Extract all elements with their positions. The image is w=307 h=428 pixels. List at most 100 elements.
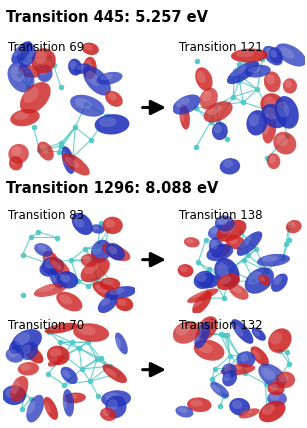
Ellipse shape	[8, 144, 29, 163]
Ellipse shape	[76, 65, 85, 70]
Ellipse shape	[92, 281, 118, 300]
Ellipse shape	[220, 223, 235, 234]
Ellipse shape	[26, 400, 36, 414]
Ellipse shape	[202, 90, 211, 101]
Ellipse shape	[105, 392, 120, 401]
Ellipse shape	[249, 114, 259, 127]
Ellipse shape	[81, 254, 98, 267]
Ellipse shape	[241, 410, 252, 415]
Ellipse shape	[65, 157, 79, 168]
Ellipse shape	[184, 237, 200, 247]
Ellipse shape	[108, 92, 117, 100]
Ellipse shape	[92, 244, 103, 255]
Ellipse shape	[237, 351, 255, 368]
Ellipse shape	[212, 244, 230, 259]
Ellipse shape	[252, 350, 261, 360]
Text: Transition 132: Transition 132	[179, 319, 262, 332]
Ellipse shape	[8, 349, 17, 357]
Ellipse shape	[14, 111, 29, 120]
Ellipse shape	[105, 368, 117, 377]
Ellipse shape	[102, 409, 111, 416]
Ellipse shape	[208, 224, 230, 240]
Ellipse shape	[206, 244, 233, 261]
Ellipse shape	[285, 80, 292, 88]
Ellipse shape	[84, 262, 98, 274]
Ellipse shape	[101, 390, 131, 407]
Ellipse shape	[24, 346, 43, 363]
Ellipse shape	[252, 327, 266, 341]
Ellipse shape	[15, 333, 30, 345]
Ellipse shape	[214, 125, 222, 134]
Ellipse shape	[248, 271, 262, 285]
Ellipse shape	[103, 217, 123, 234]
Ellipse shape	[227, 61, 259, 84]
Ellipse shape	[23, 87, 39, 103]
Ellipse shape	[18, 362, 39, 375]
Ellipse shape	[21, 342, 38, 360]
Ellipse shape	[222, 370, 237, 386]
Ellipse shape	[44, 397, 58, 420]
Ellipse shape	[108, 246, 117, 255]
Ellipse shape	[262, 115, 276, 143]
Ellipse shape	[10, 343, 16, 350]
Ellipse shape	[224, 365, 231, 373]
Ellipse shape	[215, 215, 235, 232]
Ellipse shape	[44, 401, 51, 413]
Ellipse shape	[237, 231, 262, 256]
Ellipse shape	[239, 408, 259, 419]
Ellipse shape	[269, 155, 275, 163]
Ellipse shape	[21, 66, 32, 73]
Ellipse shape	[80, 258, 110, 282]
Ellipse shape	[270, 50, 277, 58]
Ellipse shape	[38, 285, 55, 292]
Ellipse shape	[39, 67, 47, 76]
Ellipse shape	[59, 295, 72, 305]
Ellipse shape	[84, 44, 92, 51]
Ellipse shape	[194, 339, 224, 361]
Ellipse shape	[220, 276, 231, 284]
Ellipse shape	[178, 264, 193, 277]
Ellipse shape	[179, 109, 185, 122]
Ellipse shape	[83, 57, 97, 79]
Ellipse shape	[196, 273, 218, 288]
Ellipse shape	[207, 104, 222, 115]
Ellipse shape	[268, 328, 292, 353]
Ellipse shape	[51, 261, 62, 270]
Ellipse shape	[258, 275, 270, 285]
Ellipse shape	[102, 244, 130, 261]
Ellipse shape	[211, 240, 218, 250]
Ellipse shape	[277, 101, 289, 118]
Text: Transition 70: Transition 70	[8, 319, 84, 332]
Ellipse shape	[251, 346, 269, 366]
Ellipse shape	[60, 367, 78, 384]
Ellipse shape	[91, 240, 111, 263]
Ellipse shape	[228, 237, 238, 244]
Ellipse shape	[11, 158, 17, 165]
Ellipse shape	[275, 96, 299, 129]
Ellipse shape	[60, 273, 70, 282]
Ellipse shape	[209, 238, 223, 257]
Ellipse shape	[62, 152, 68, 166]
Ellipse shape	[276, 44, 306, 66]
Ellipse shape	[248, 66, 261, 73]
Ellipse shape	[262, 404, 275, 415]
Ellipse shape	[278, 374, 288, 382]
Ellipse shape	[270, 383, 278, 390]
Ellipse shape	[194, 271, 214, 289]
Ellipse shape	[105, 286, 136, 300]
Ellipse shape	[259, 401, 286, 422]
Ellipse shape	[49, 257, 70, 276]
Ellipse shape	[103, 364, 127, 383]
Ellipse shape	[195, 67, 213, 91]
Ellipse shape	[99, 117, 117, 127]
Ellipse shape	[47, 346, 70, 365]
Ellipse shape	[68, 59, 82, 76]
Ellipse shape	[40, 144, 48, 153]
Ellipse shape	[19, 46, 28, 58]
Ellipse shape	[63, 389, 74, 417]
Ellipse shape	[61, 146, 75, 174]
Ellipse shape	[247, 110, 267, 136]
Ellipse shape	[48, 356, 64, 367]
Ellipse shape	[233, 324, 244, 336]
Ellipse shape	[9, 156, 23, 170]
